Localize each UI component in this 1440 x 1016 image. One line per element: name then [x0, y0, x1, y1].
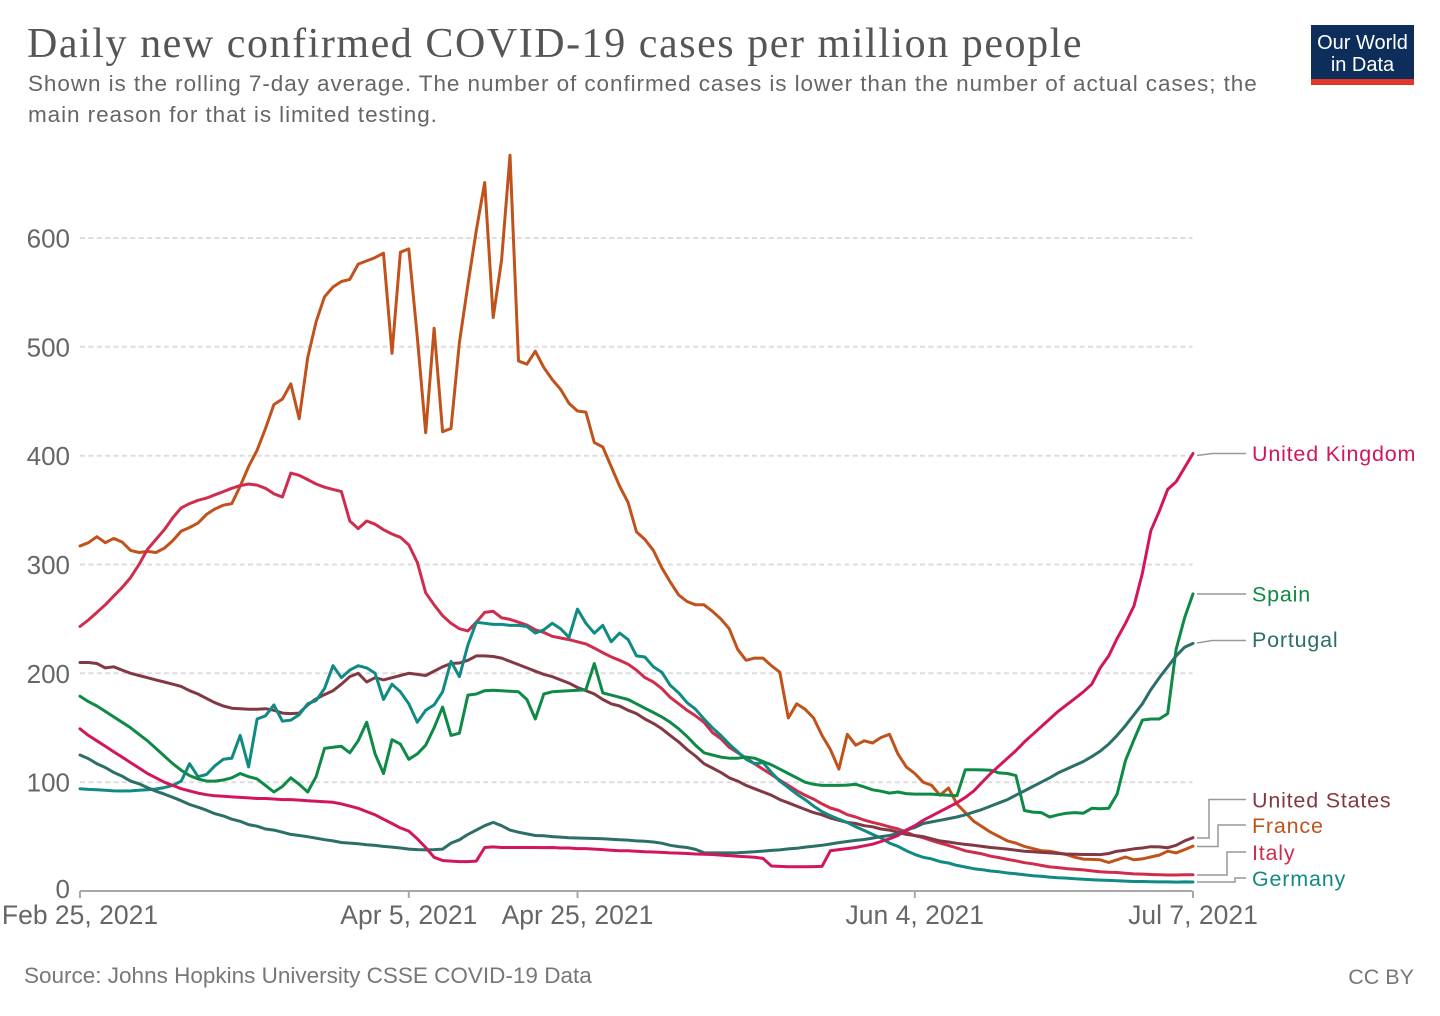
svg-text:200: 200	[27, 659, 70, 689]
svg-text:United Kingdom: United Kingdom	[1252, 442, 1416, 466]
svg-text:United States: United States	[1252, 789, 1391, 813]
svg-text:100: 100	[27, 768, 70, 798]
svg-text:Spain: Spain	[1252, 583, 1311, 607]
svg-text:Apr 5, 2021: Apr 5, 2021	[340, 900, 477, 930]
svg-text:400: 400	[27, 441, 70, 471]
svg-text:Italy: Italy	[1252, 841, 1295, 865]
svg-text:Portugal: Portugal	[1252, 628, 1338, 652]
svg-text:France: France	[1252, 814, 1324, 838]
svg-text:0: 0	[56, 874, 70, 904]
svg-text:500: 500	[27, 332, 70, 362]
svg-text:Jun 4, 2021: Jun 4, 2021	[846, 900, 985, 930]
svg-text:300: 300	[27, 550, 70, 580]
svg-text:Apr 25, 2021: Apr 25, 2021	[502, 900, 654, 930]
svg-text:Jul 7, 2021: Jul 7, 2021	[1128, 900, 1258, 930]
svg-text:600: 600	[27, 224, 70, 254]
svg-text:Feb 25, 2021: Feb 25, 2021	[2, 900, 158, 930]
svg-text:Germany: Germany	[1252, 867, 1346, 891]
